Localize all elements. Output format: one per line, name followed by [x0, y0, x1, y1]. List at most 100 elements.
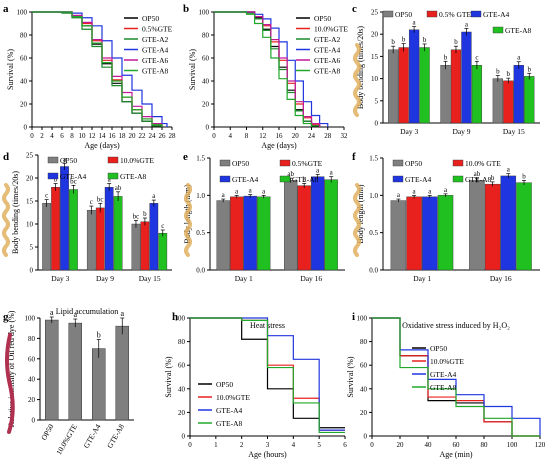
panel-c-bar	[440, 65, 451, 124]
panel-d-legend-swatch	[47, 172, 59, 180]
panel-c-sig-letter: b	[444, 53, 448, 61]
panel-b-legend-label: GTE-A4	[314, 46, 340, 55]
panel-d-bar	[51, 186, 60, 271]
panel-d-y-tick-label: 0	[30, 267, 34, 275]
panel-g-ylabel: Relative intensity of Oil red dye (%)	[7, 310, 16, 427]
panel-c-category-label: Day 15	[503, 127, 525, 136]
panel-b-x-tick-label: 8	[245, 132, 249, 140]
panel-c-sig-letter: b	[507, 70, 511, 78]
panel-e-bar	[311, 176, 325, 271]
panel-c-sig-letter: b	[527, 65, 531, 73]
panel-c-category-label: Day 9	[452, 127, 470, 136]
panel-d-sig-letter: c	[45, 192, 48, 200]
panel-f-bar	[390, 200, 407, 271]
panel-g-bar	[115, 325, 129, 421]
worm-image-d	[2, 183, 10, 257]
panel-i-y-tick-label: 80	[360, 338, 368, 346]
panel-b-series-GTE-A8	[214, 11, 313, 127]
panel-f-sig-letter: b	[522, 172, 526, 180]
panel-e-bar	[257, 196, 271, 271]
panel-f-bar	[500, 175, 517, 271]
panel-g-y-tick-label: 20	[28, 396, 36, 404]
panel-f-bar	[437, 195, 454, 271]
panel-b-x-tick-label: 12	[259, 132, 267, 140]
panel-h-legend-label: OP50	[216, 380, 233, 389]
panel-c-bar	[503, 80, 514, 124]
panel-d-sig-letter: bc	[70, 177, 77, 185]
panel-e-letter: e	[183, 151, 188, 163]
panel-d-bar	[113, 196, 123, 271]
panel-i-letter: i	[352, 311, 355, 323]
panel-d-y-tick-label: 25	[26, 152, 34, 160]
panel-f-sig-letter: a	[413, 187, 417, 195]
panel-i-x-tick-label: 80	[481, 441, 489, 449]
panel-d-category-label: Day 15	[139, 274, 161, 283]
panel-c-letter: c	[352, 3, 357, 15]
panel-f-y-tick-label: 1.5	[369, 155, 378, 163]
panel-c-sig-letter: b	[454, 38, 458, 46]
panel-d-ylabel: Body bending (times/20s)	[11, 171, 20, 254]
panel-f-legend-swatch	[392, 175, 404, 183]
panel-f-bar	[469, 180, 485, 271]
panel-c-legend-label: GTE-A4	[483, 10, 509, 19]
panel-f-sig-letter: a	[507, 166, 511, 174]
panel-a-xlabel: Age (days)	[84, 141, 120, 150]
panel-h-y-tick-label: 60	[178, 362, 186, 370]
panel-a-legend-label: OP50	[142, 14, 159, 23]
panel-f-y-tick-label: 0.0	[369, 267, 378, 275]
worm-image-g	[5, 333, 15, 434]
panel-i-legend-label: 10.0%GTE	[430, 357, 464, 366]
panel-f-sig-letter: ab	[474, 170, 481, 178]
panel-f-legend-label: GTE-A8	[465, 175, 491, 184]
panel-d-bar	[158, 232, 168, 271]
panel-a-x-tick-label: 12	[89, 132, 97, 140]
panel-i-legend-label: GTE-A4	[430, 370, 456, 379]
panel-a-x-tick-label: 2	[40, 132, 44, 140]
panel-i-x-tick-label: 40	[425, 441, 433, 449]
panel-f-legend-swatch	[392, 159, 404, 167]
panel-b-y-tick-label: 80	[202, 32, 210, 40]
panel-a-x-tick-label: 26	[159, 132, 167, 140]
panel-f-sig-letter: a	[428, 187, 432, 195]
panel-a-letter: a	[3, 3, 9, 15]
panel-e-y-tick-label: 1.5	[196, 155, 205, 163]
panel-d-y-tick-label: 5	[30, 244, 34, 252]
panel-g-sig-letter: a	[73, 310, 77, 319]
panel-i-y-tick-label: 40	[360, 385, 368, 393]
panel-e-bar	[216, 200, 230, 271]
panel-g-bar	[45, 319, 59, 421]
panel-f-y-tick-label: 1.0	[369, 192, 378, 200]
panel-d-y-tick-label: 20	[26, 175, 34, 183]
panel-h-series-GTE-A8	[190, 317, 345, 434]
panel-i-x-tick-label: 0	[370, 441, 374, 449]
panel-c-y-tick-label: 10	[371, 75, 379, 83]
panel-c-sig-letter: c	[475, 53, 478, 61]
worm-image-f-body	[353, 183, 361, 257]
panel-d-legend-label: GTE-A8	[120, 172, 146, 181]
panel-d-bar	[42, 203, 52, 271]
panel-e-y-tick-label: 1.0	[196, 192, 205, 200]
panel-h-legend-label: GTE-A8	[216, 419, 242, 428]
panel-b-y-tick-label: 60	[202, 55, 210, 63]
panel-d-sig-letter: c	[161, 222, 164, 230]
worm-image-e-body	[184, 183, 192, 257]
panel-d-legend-swatch	[107, 156, 119, 164]
panel-b-ylabel: Survival (%)	[188, 49, 197, 90]
panel-c-sig-letter: b	[391, 38, 395, 46]
panel-g-y-tick-label: 0	[32, 417, 36, 425]
panel-c-legend-swatch	[382, 10, 394, 18]
panel-c-legend-swatch	[492, 26, 504, 34]
panel-f-category-label: Day 1	[413, 274, 431, 283]
panel-d-sig-letter: b	[54, 176, 58, 184]
panel-f-sig-letter: a	[397, 191, 401, 199]
panel-f-bar	[422, 196, 438, 271]
panel-c-sig-letter: b	[496, 67, 500, 75]
panel-f-sig-letter: b	[491, 174, 495, 182]
panel-b-x-tick-label: 28	[324, 132, 332, 140]
panel-c-sig-letter: b	[402, 36, 406, 44]
panel-a-x-tick-label: 24	[149, 132, 157, 140]
panel-e-legend-swatch	[219, 159, 231, 167]
panel-i-y-tick-label: 100	[357, 315, 368, 323]
panel-h-y-tick-label: 20	[178, 409, 186, 417]
panel-f-legend-swatch	[452, 159, 464, 167]
